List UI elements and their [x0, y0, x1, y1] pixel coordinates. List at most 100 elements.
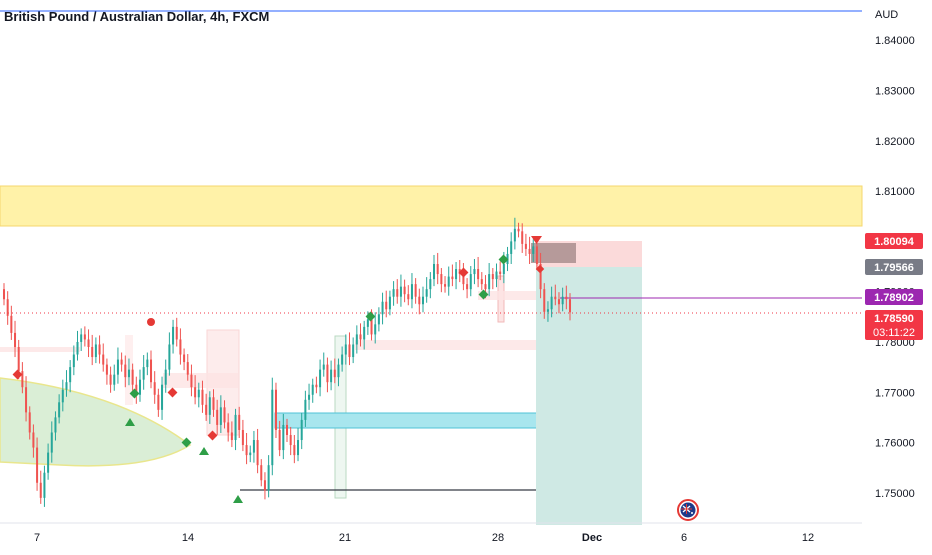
candle-body	[513, 228, 516, 242]
candle-body	[212, 397, 215, 410]
price-tick-label: 1.75000	[875, 488, 915, 500]
candle-body	[499, 271, 502, 275]
signal-diamond-green	[478, 289, 489, 300]
candle-body	[311, 384, 314, 395]
candle-body	[28, 412, 31, 433]
signal-diamond-green	[129, 388, 140, 399]
signal-triangle-down	[531, 236, 542, 244]
last-price-tag-label: 1.78590	[874, 313, 914, 325]
candle-body	[146, 359, 149, 368]
candle-body	[366, 319, 369, 327]
time-tick-label: Dec	[582, 532, 602, 544]
candle-body	[524, 243, 527, 249]
candle-body	[274, 389, 277, 430]
price-tick-label: 1.77000	[875, 387, 915, 399]
candle-body	[58, 402, 61, 418]
candle-body	[234, 414, 237, 441]
candle-body	[495, 271, 498, 280]
candle-body	[440, 274, 443, 285]
faint-box	[478, 291, 538, 300]
candle-body	[304, 399, 307, 420]
candle-body	[54, 417, 57, 433]
candle-body	[502, 264, 505, 275]
australia-flag-icon[interactable]	[677, 499, 699, 521]
signal-triangle-up	[233, 495, 243, 503]
candle-body	[546, 309, 549, 312]
chart-title: British Pound / Australian Dollar, 4h, F…	[4, 9, 269, 24]
candle-body	[190, 374, 193, 388]
candle-body	[421, 296, 424, 305]
candle-body	[94, 344, 97, 358]
candle-body	[263, 480, 266, 491]
candle-body	[517, 228, 520, 232]
candle-body	[355, 334, 358, 345]
candle-body	[322, 364, 325, 370]
candle-body	[116, 359, 119, 375]
candle-body	[252, 440, 255, 453]
candle-body	[21, 371, 24, 388]
candle-body	[557, 299, 560, 305]
candle-body	[410, 284, 413, 300]
signal-triangle-up	[199, 447, 209, 455]
purple-level-tag	[865, 289, 923, 305]
candle-body	[142, 367, 145, 380]
candle-body	[216, 409, 219, 425]
entry-price-tag-label: 1.80094	[874, 236, 915, 248]
faint-box	[0, 347, 80, 352]
grey-level-tag-label: 1.79566	[874, 262, 914, 274]
time-tick-label: 12	[802, 532, 814, 544]
signal-diamond-red	[535, 264, 545, 274]
candle-body	[444, 284, 447, 287]
candle-body	[315, 384, 318, 388]
candle-body	[554, 296, 557, 300]
price-tick-label: 1.83000	[875, 86, 915, 98]
candle-body	[87, 339, 90, 347]
candle-body	[561, 296, 564, 305]
candle-body	[289, 434, 292, 446]
candle-body	[91, 346, 94, 358]
candle-body	[76, 341, 79, 355]
candle-body	[98, 344, 101, 355]
candle-body	[109, 374, 112, 385]
candle-body	[50, 432, 53, 453]
candle-body	[436, 264, 439, 275]
candle-body	[337, 364, 340, 378]
candle-body	[348, 344, 351, 358]
candle-body	[568, 299, 572, 313]
candle-body	[267, 465, 270, 491]
signal-diamond-red	[207, 430, 218, 441]
candle-body	[451, 276, 454, 280]
candle-body	[477, 269, 480, 280]
candle-body	[433, 264, 436, 280]
candle-body	[238, 414, 241, 430]
candle-body	[2, 289, 6, 300]
candle-body	[528, 248, 531, 254]
candle-body	[425, 289, 428, 297]
candle-body	[80, 334, 83, 342]
signal-diamond-green	[365, 311, 376, 322]
candle-body	[65, 382, 68, 390]
candle-body	[164, 369, 167, 385]
candle-body	[447, 276, 450, 287]
candle-body	[473, 269, 476, 275]
candle-body	[256, 440, 259, 466]
candle-body	[429, 279, 432, 290]
candle-body	[83, 334, 86, 340]
candle-body	[455, 269, 458, 280]
time-tick-label: 14	[182, 532, 194, 544]
candle-body	[245, 445, 248, 456]
candle-body	[543, 289, 546, 312]
candle-body	[466, 284, 469, 290]
candle-body	[462, 274, 465, 285]
dark-block	[531, 243, 576, 263]
candle-body	[539, 264, 542, 290]
candle-body	[157, 394, 160, 410]
candle-body	[10, 315, 13, 333]
candle-body	[330, 369, 333, 383]
candle-body	[333, 369, 336, 378]
candle-body	[208, 397, 211, 415]
candle-body	[407, 294, 410, 300]
take-profit-zone	[536, 267, 642, 525]
